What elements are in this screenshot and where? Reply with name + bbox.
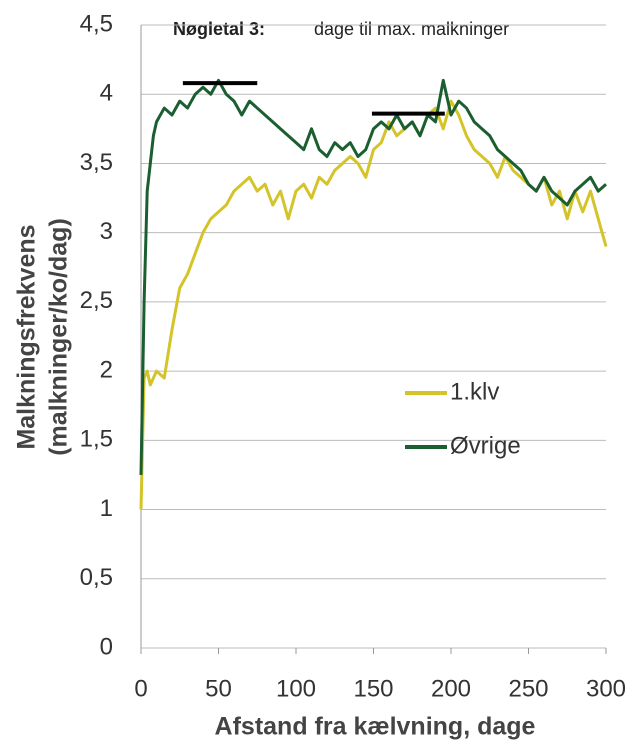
- y-tick-label: 2,5: [80, 287, 113, 314]
- x-tick-label: 50: [205, 675, 232, 702]
- x-tick-label: 150: [353, 675, 393, 702]
- y-tick-label: 3: [100, 218, 113, 245]
- x-tick-label: 300: [586, 675, 626, 702]
- y-tick-label: 4: [100, 80, 113, 107]
- y-tick-label: 0,5: [80, 564, 113, 591]
- chart-title: Nøgletal 3:: [173, 19, 265, 39]
- y-tick-label: 3,5: [80, 149, 113, 176]
- y-tick-label: 0: [100, 633, 113, 660]
- y-axis-label: (malkninger/ko/dag): [45, 218, 73, 456]
- y-axis-label: Malkningsfrekvens: [13, 224, 41, 449]
- x-axis-label: Afstand fra kælvning, dage: [215, 713, 536, 741]
- x-tick-label: 200: [431, 675, 471, 702]
- x-tick-label: 250: [508, 675, 548, 702]
- data-line: [139, 99, 608, 510]
- legend-label: Øvrige: [450, 432, 521, 459]
- y-tick-label: 4,5: [80, 10, 113, 37]
- y-tick-label: 1,5: [80, 426, 113, 453]
- x-tick-label: 100: [276, 675, 316, 702]
- data-line: [139, 78, 607, 475]
- legend-label: 1.klv: [450, 378, 499, 405]
- y-tick-label: 2: [100, 356, 113, 383]
- chart-subtitle: dage til max. malkninger: [314, 19, 509, 39]
- y-tick-label: 1: [100, 495, 113, 522]
- x-tick-label: 0: [134, 675, 147, 702]
